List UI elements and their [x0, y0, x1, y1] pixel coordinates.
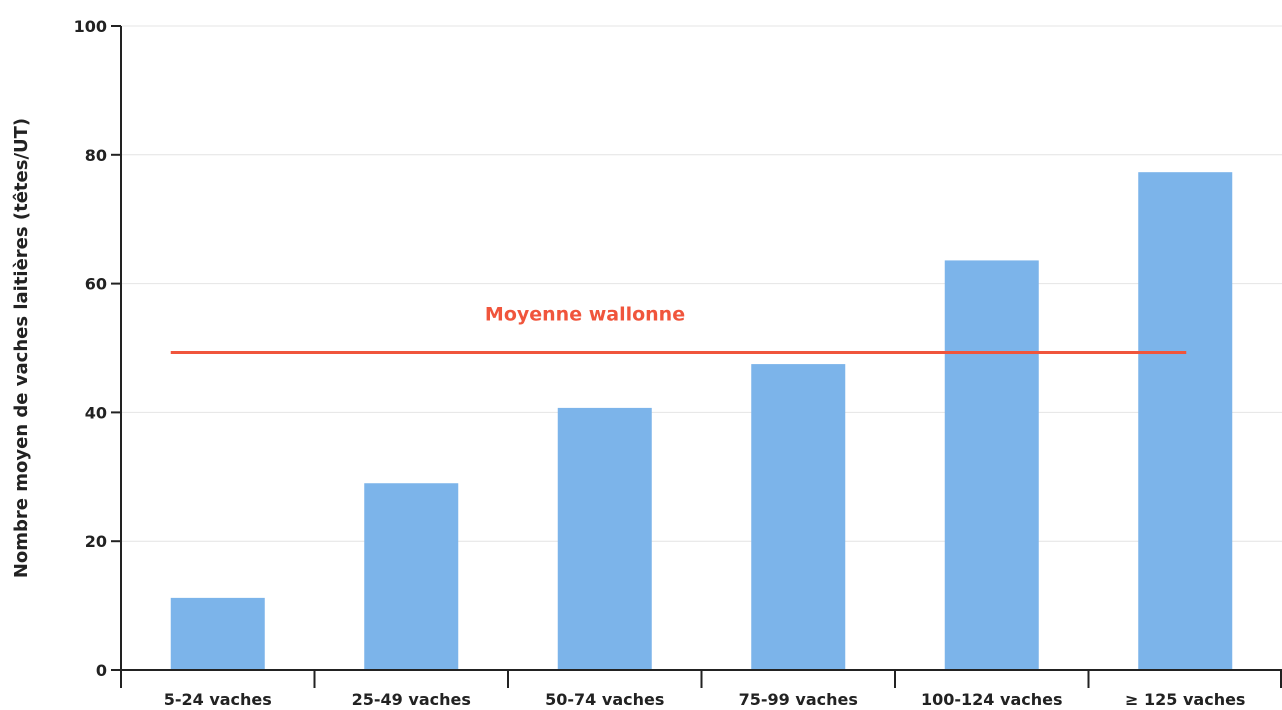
x-tick-label: ≥ 125 vaches [1125, 690, 1245, 706]
bar [751, 364, 846, 670]
y-tick-label: 60 [85, 275, 107, 294]
y-tick-label: 40 [85, 403, 107, 422]
y-tick-label: 0 [96, 661, 107, 680]
bar [364, 483, 459, 670]
y-tick-label: 100 [74, 17, 107, 36]
y-axis-title: Nombre moyen de vaches laitières (têtes/… [11, 118, 32, 578]
x-tick-label: 25-49 vaches [352, 690, 471, 706]
x-tick-label: 50-74 vaches [545, 690, 664, 706]
y-tick-label: 80 [85, 146, 107, 165]
bar [170, 597, 265, 670]
x-tick-label: 5-24 vaches [164, 690, 272, 706]
bars [170, 172, 1233, 671]
bar [944, 260, 1039, 670]
axes [111, 26, 1282, 688]
bar [557, 407, 652, 670]
bar [1138, 172, 1233, 671]
y-tick-label: 20 [85, 532, 107, 551]
x-tick-label: 75-99 vaches [739, 690, 858, 706]
gridlines [121, 25, 1282, 542]
x-axis-ticks: 5-24 vaches 25-49 vaches 50-74 vaches 75-99… [120, 670, 1282, 709]
reference-line-group: Moyenne wallonne [170, 304, 1187, 355]
reference-line-label: Moyenne wallonne [485, 304, 685, 326]
y-axis-ticks: 0 20 40 60 80 100 [74, 17, 121, 680]
x-tick-label: 100-124 vaches [921, 690, 1062, 706]
